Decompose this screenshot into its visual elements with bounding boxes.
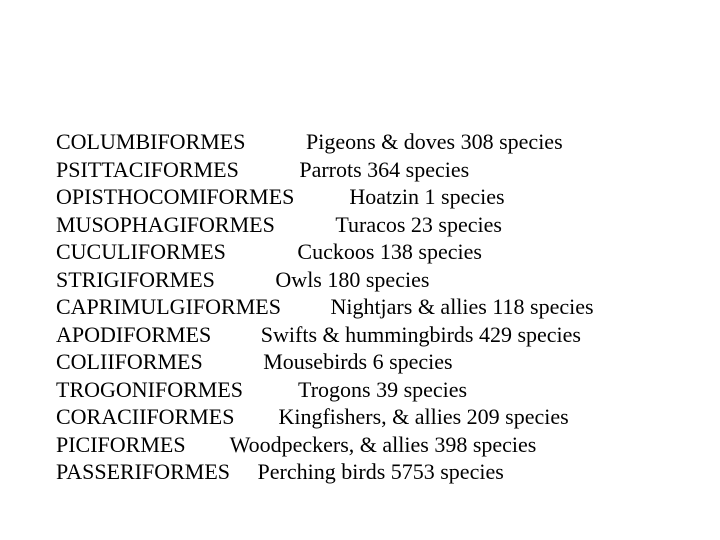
spacer [186, 432, 230, 457]
spacer [275, 212, 336, 237]
spacer [243, 377, 298, 402]
bird-orders-list: COLUMBIFORMES Pigeons & doves 308 specie… [56, 128, 664, 486]
spacer [281, 294, 331, 319]
order-row: PICIFORMES Woodpeckers, & allies 398 spe… [56, 431, 664, 459]
spacer [239, 157, 300, 182]
order-description: Pigeons & doves 308 species [306, 129, 563, 154]
order-name: CUCULIFORMES [56, 239, 226, 264]
spacer [215, 267, 276, 292]
order-row: COLUMBIFORMES Pigeons & doves 308 specie… [56, 128, 664, 156]
order-row: COLIIFORMES Mousebirds 6 species [56, 348, 664, 376]
order-name: PASSERIFORMES [56, 459, 230, 484]
order-name: OPISTHOCOMIFORMES [56, 184, 294, 209]
order-description: Mousebirds 6 species [263, 349, 452, 374]
spacer [211, 322, 261, 347]
spacer [294, 184, 349, 209]
order-name: CAPRIMULGIFORMES [56, 294, 281, 319]
order-row: APODIFORMES Swifts & hummingbirds 429 sp… [56, 321, 664, 349]
order-row: TROGONIFORMES Trogons 39 species [56, 376, 664, 404]
order-row: STRIGIFORMES Owls 180 species [56, 266, 664, 294]
order-row: CORACIIFORMES Kingfishers, & allies 209 … [56, 403, 664, 431]
order-description: Kingfishers, & allies 209 species [278, 404, 568, 429]
order-description: Woodpeckers, & allies 398 species [230, 432, 537, 457]
order-description: Nightjars & allies 118 species [330, 294, 593, 319]
order-row: PASSERIFORMES Perching birds 5753 specie… [56, 458, 664, 486]
order-name: TROGONIFORMES [56, 377, 243, 402]
order-description: Hoatzin 1 species [349, 184, 504, 209]
order-name: STRIGIFORMES [56, 267, 215, 292]
order-row: CUCULIFORMES Cuckoos 138 species [56, 238, 664, 266]
order-description: Swifts & hummingbirds 429 species [261, 322, 581, 347]
order-name: PSITTACIFORMES [56, 157, 239, 182]
order-row: PSITTACIFORMES Parrots 364 species [56, 156, 664, 184]
order-name: CORACIIFORMES [56, 404, 234, 429]
spacer [226, 239, 298, 264]
spacer [245, 129, 306, 154]
spacer [234, 404, 278, 429]
order-description: Cuckoos 138 species [297, 239, 482, 264]
spacer [230, 459, 258, 484]
order-name: MUSOPHAGIFORMES [56, 212, 275, 237]
order-name: APODIFORMES [56, 322, 211, 347]
order-name: COLUMBIFORMES [56, 129, 245, 154]
spacer [203, 349, 264, 374]
order-description: Trogons 39 species [298, 377, 467, 402]
order-description: Parrots 364 species [299, 157, 469, 182]
order-description: Turacos 23 species [335, 212, 502, 237]
order-row: OPISTHOCOMIFORMES Hoatzin 1 species [56, 183, 664, 211]
order-row: CAPRIMULGIFORMES Nightjars & allies 118 … [56, 293, 664, 321]
order-description: Owls 180 species [275, 267, 429, 292]
order-name: COLIIFORMES [56, 349, 203, 374]
order-name: PICIFORMES [56, 432, 186, 457]
order-description: Perching birds 5753 species [258, 459, 504, 484]
order-row: MUSOPHAGIFORMES Turacos 23 species [56, 211, 664, 239]
